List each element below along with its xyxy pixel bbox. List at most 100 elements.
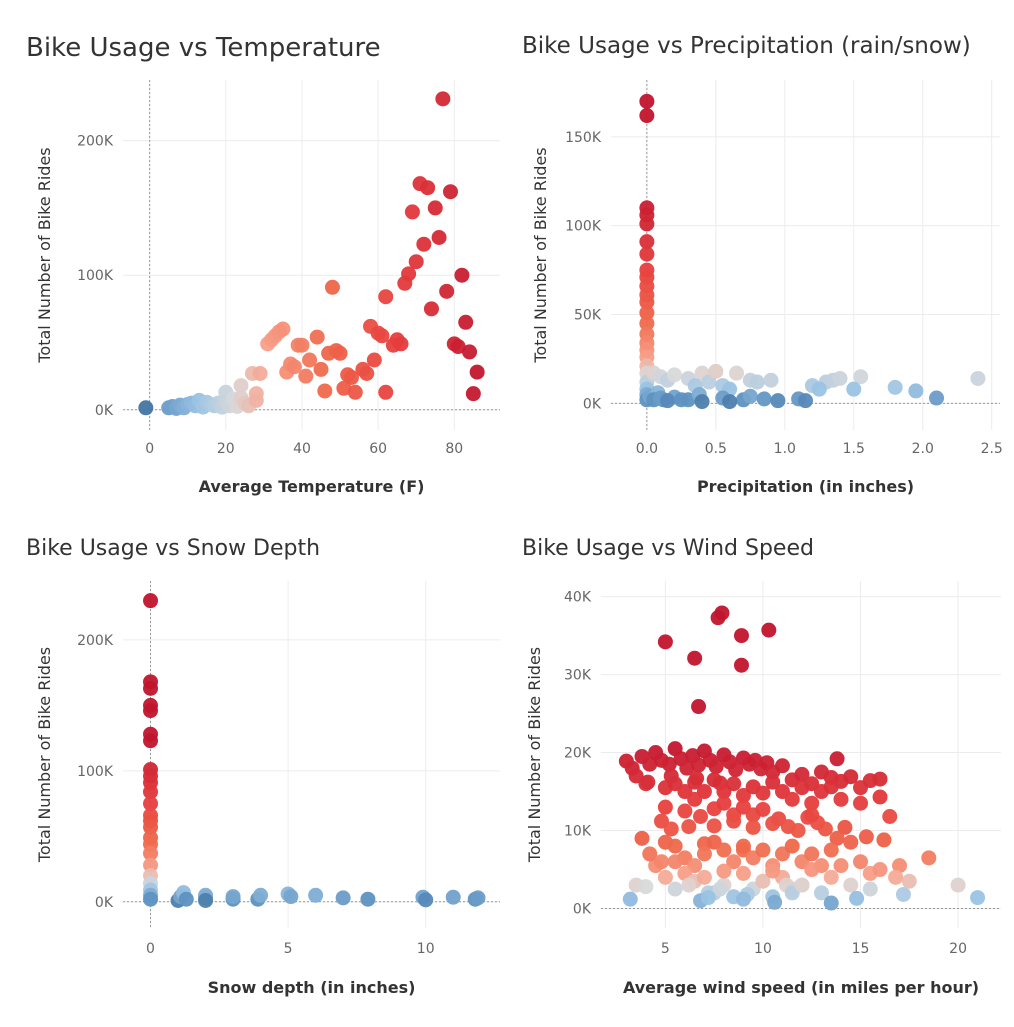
data-point <box>198 893 214 909</box>
data-point <box>970 890 986 906</box>
data-point <box>657 799 673 815</box>
data-point <box>872 771 888 787</box>
data-point <box>431 230 447 245</box>
data-point <box>336 380 352 396</box>
data-point <box>693 808 709 824</box>
data-point <box>710 610 726 626</box>
data-point <box>892 858 908 874</box>
data-point <box>829 830 845 846</box>
data-point <box>755 873 771 889</box>
data-point <box>696 869 712 885</box>
data-point <box>908 383 924 399</box>
y-tick-label: 30K <box>564 668 592 684</box>
data-point <box>378 384 394 400</box>
data-point <box>700 890 716 906</box>
data-point <box>811 381 827 397</box>
data-point <box>634 830 650 846</box>
data-point <box>733 657 749 673</box>
data-point <box>735 787 751 803</box>
data-point <box>804 862 820 878</box>
data-point <box>846 381 862 397</box>
data-point <box>347 384 363 400</box>
data-point <box>726 854 742 870</box>
data-point <box>435 91 451 107</box>
data-point <box>876 832 892 848</box>
data-point <box>761 622 777 638</box>
data-point <box>853 369 869 385</box>
data-point <box>817 821 833 837</box>
data-point <box>833 791 849 807</box>
data-point <box>691 757 707 773</box>
data-point <box>298 368 314 384</box>
data-point <box>853 795 869 811</box>
data-point <box>888 869 904 885</box>
data-point <box>853 854 869 870</box>
data-point <box>248 392 264 408</box>
data-point <box>756 391 772 407</box>
precipitation-panel: Bike Usage vs Precipitation (rain/snow) … <box>507 0 1014 513</box>
data-point <box>872 789 888 805</box>
chart-title: Bike Usage vs Wind Speed <box>522 536 814 561</box>
x-tick-label: 10 <box>417 941 435 957</box>
x-tick-label: 0.5 <box>705 441 727 457</box>
x-tick-label: 10 <box>754 941 772 957</box>
data-point <box>749 374 765 390</box>
y-tick-label: 0K <box>573 902 592 918</box>
data-point <box>639 315 655 331</box>
data-point <box>843 769 859 785</box>
data-point <box>708 759 724 775</box>
data-point <box>735 891 751 907</box>
x-tick-label: 0 <box>145 441 154 457</box>
data-point <box>784 791 800 807</box>
scatter-plot: 0.0 0.5 1.0 1.5 2.0 2.5 0K 50K 100K 150K Precipita… <box>531 80 1003 496</box>
data-point <box>681 819 697 835</box>
y-tick-label: 50K <box>574 308 602 324</box>
data-point <box>849 890 865 906</box>
data-point <box>706 818 722 834</box>
data-point <box>374 328 390 344</box>
data-point <box>735 865 751 881</box>
x-tick-label: 2.5 <box>981 441 1003 457</box>
data-point <box>794 877 810 893</box>
data-point <box>667 854 683 870</box>
data-point <box>343 370 359 385</box>
data-point <box>696 846 712 862</box>
data-point <box>829 751 845 767</box>
data-point <box>332 345 348 361</box>
y-tick-label: 200K <box>77 134 114 150</box>
y-tick-label: 100K <box>77 268 114 284</box>
data-point <box>687 791 703 807</box>
data-point <box>667 881 683 897</box>
data-point <box>138 400 154 416</box>
data-point <box>843 834 859 850</box>
data-point <box>679 760 695 776</box>
data-point <box>794 766 810 782</box>
data-point <box>667 838 683 854</box>
data-point <box>929 390 945 406</box>
y-tick-label: 0K <box>583 396 602 412</box>
data-point <box>716 842 732 858</box>
data-point <box>790 823 806 839</box>
data-point <box>970 370 986 386</box>
data-point <box>687 650 703 666</box>
data-point <box>638 879 654 895</box>
y-tick-label: 40K <box>564 590 592 606</box>
data-point <box>286 359 302 375</box>
data-point <box>639 305 655 321</box>
data-point <box>639 216 655 232</box>
data-point <box>359 365 375 381</box>
data-point <box>921 850 937 866</box>
x-tick-label: 5 <box>284 941 293 957</box>
data-point <box>143 857 159 873</box>
data-point <box>469 364 485 380</box>
data-point <box>687 774 703 790</box>
y-tick-label: 0K <box>95 895 114 911</box>
data-point <box>733 628 749 644</box>
data-point <box>639 108 655 124</box>
snow-depth-panel: Bike Usage vs Snow Depth 0 5 10 0K 100K 200K S… <box>0 513 507 1027</box>
data-point <box>225 889 241 905</box>
data-point <box>143 784 159 800</box>
data-point <box>726 813 742 829</box>
data-point <box>735 838 751 854</box>
x-axis-label: Average Temperature (F) <box>199 477 425 496</box>
